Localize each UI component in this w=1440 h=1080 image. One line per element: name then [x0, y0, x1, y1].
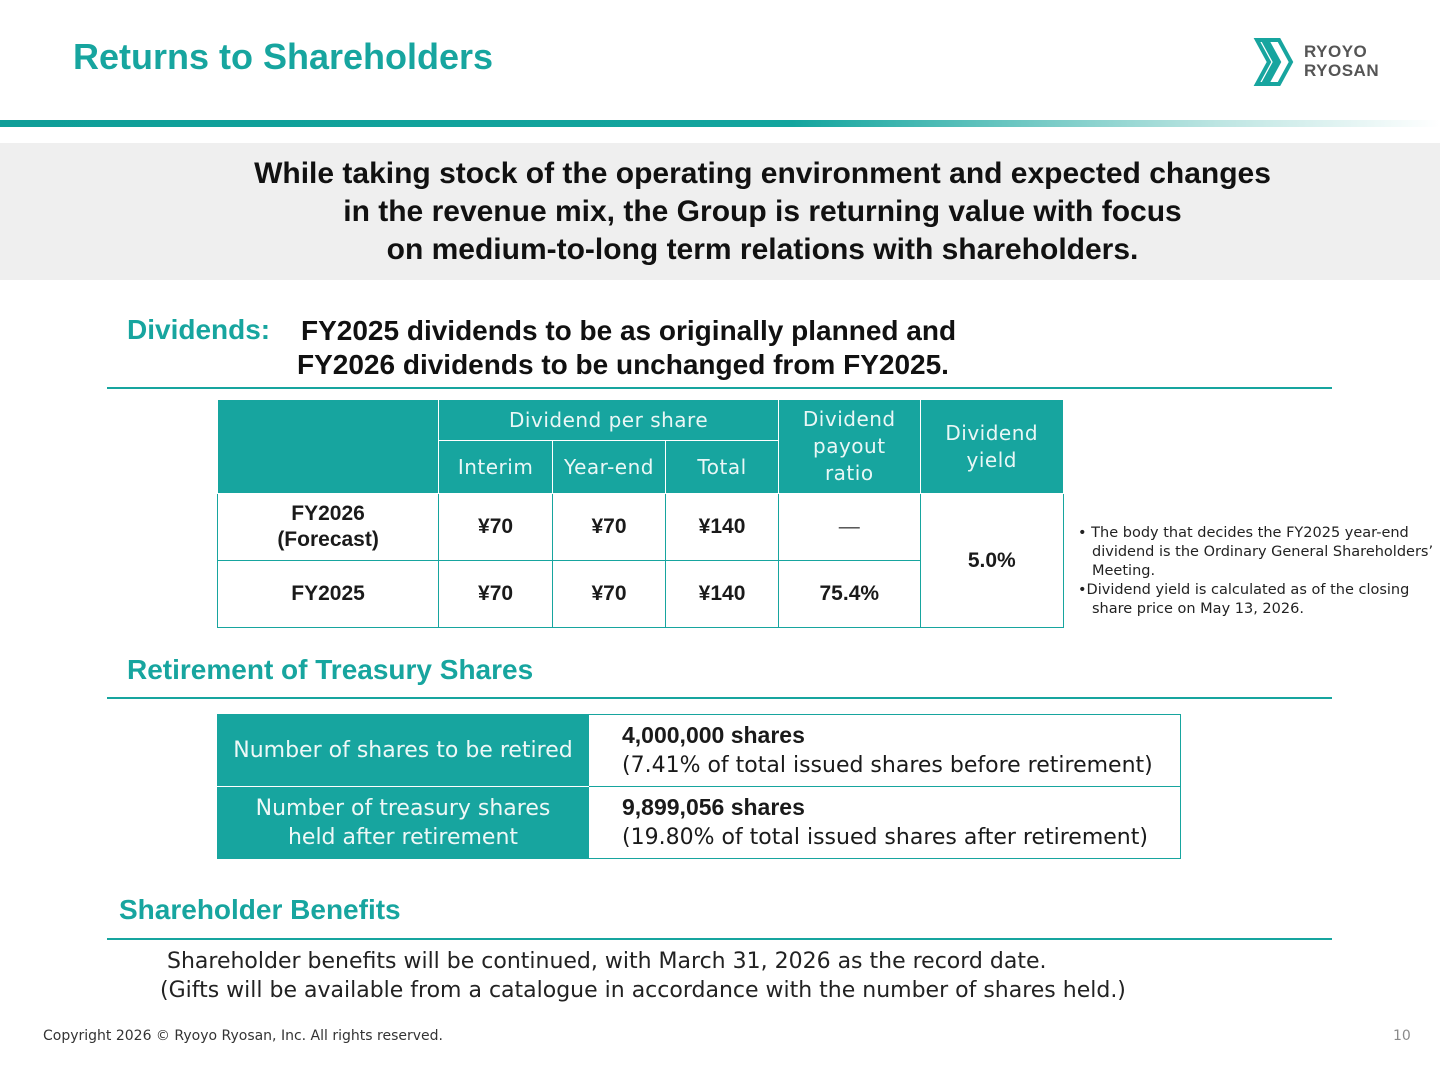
col-year-end: Year-end [551, 440, 667, 494]
shares-detail: (7.41% of total issued shares before ret… [622, 753, 1153, 778]
retirement-label: Retirement of Treasury Shares [127, 654, 534, 685]
cell-total: ¥140 [665, 493, 780, 561]
logo-line-2: RYOSAN [1304, 61, 1380, 80]
col-payout-ratio: Dividend payout ratio [778, 399, 921, 494]
note-item: • The body that decides the FY2025 year-… [1078, 525, 1434, 579]
shares-count: 9,899,056 shares [622, 794, 805, 820]
cell-payout: 75.4% [778, 560, 921, 628]
note-item: •Dividend yield is calculated as of the … [1078, 582, 1410, 617]
row-header-line-2: held after retirement [287, 824, 519, 850]
banner-line-1: While taking stock of the operating envi… [254, 157, 1271, 190]
copyright: Copyright 2026 © Ryoyo Ryosan, Inc. All … [43, 1028, 443, 1044]
message-banner [0, 143, 1440, 280]
dividends-rule [107, 387, 1332, 389]
cell-payout: — [778, 493, 921, 561]
benefits-label: Shareholder Benefits [119, 894, 401, 925]
dividends-headline-1: FY2025 dividends to be as originally pla… [301, 315, 957, 346]
col-interim: Interim [438, 440, 553, 494]
header-gradient-rule [0, 120, 1440, 127]
row-header-line-1: Number of treasury shares [255, 795, 551, 821]
retirement-table: Number of shares to be retired 4,000,000… [217, 714, 1181, 859]
row-label-line-2: (Forecast) [277, 528, 379, 551]
cell-total: ¥140 [665, 560, 780, 628]
banner-line-2: in the revenue mix, the Group is returni… [343, 195, 1182, 228]
banner-message: While taking stock of the operating envi… [140, 155, 1385, 269]
benefits-line-1: Shareholder benefits will be continued, … [167, 949, 1047, 974]
page-number: 10 [1393, 1028, 1411, 1044]
col-dividend-per-share: Dividend per share [438, 399, 780, 441]
table-row: Number of treasury shares held after ret… [217, 786, 1181, 859]
dividends-label: Dividends: [127, 314, 271, 345]
page-title: Returns to Shareholders [73, 36, 494, 77]
row-value: 9,899,056 shares (19.80% of total issued… [588, 786, 1181, 859]
row-header: Number of shares to be retired [217, 714, 589, 787]
cell-yield: 5.0% [919, 493, 1065, 628]
row-label: FY2025 [216, 560, 440, 628]
logo-line-1: RYOYO [1304, 42, 1368, 61]
payout-header-3: ratio [824, 461, 874, 485]
table-corner [216, 399, 440, 494]
table-row: FY2026 (Forecast) ¥70 ¥70 ¥140 — 5.0% [216, 493, 1065, 628]
yield-header-1: Dividend [945, 420, 1039, 445]
payout-header-2: payout [813, 434, 886, 458]
row-label: FY2026 (Forecast) [216, 493, 440, 561]
logo-wordmark: RYOYO RYOSAN [1304, 42, 1379, 80]
dividends-headline: FY2025 dividends to be as originally pla… [297, 314, 956, 382]
retirement-rule [107, 697, 1332, 699]
cell-interim: ¥70 [438, 493, 553, 561]
benefits-text: Shareholder benefits will be continued, … [160, 947, 1126, 1005]
benefits-line-2: (Gifts will be available from a catalogu… [160, 978, 1126, 1003]
cell-year-end: ¥70 [551, 493, 667, 561]
banner-line-3: on medium-to-long term relations with sh… [386, 233, 1139, 266]
dividend-table: Dividend per share Dividend payout ratio… [216, 399, 1065, 628]
payout-header-1: Dividend [802, 407, 896, 431]
dividend-notes: • The body that decides the FY2025 year-… [1075, 524, 1435, 619]
shares-detail: (19.80% of total issued shares after ret… [622, 825, 1148, 850]
row-value: 4,000,000 shares (7.41% of total issued … [588, 714, 1181, 787]
col-dividend-yield: Dividend yield [919, 399, 1065, 494]
dividends-headline-2: FY2026 dividends to be unchanged from FY… [297, 349, 949, 380]
yield-header-2: yield [966, 447, 1017, 472]
cell-interim: ¥70 [438, 560, 553, 628]
row-header: Number of treasury shares held after ret… [217, 786, 589, 859]
benefits-rule [107, 938, 1332, 940]
row-label-line-1: FY2026 [291, 502, 365, 525]
table-row: FY2025 ¥70 ¥70 ¥140 75.4% [216, 560, 1064, 628]
table-row: Number of shares to be retired 4,000,000… [217, 714, 1181, 787]
cell-year-end: ¥70 [551, 560, 667, 628]
company-logo-icon [1253, 38, 1294, 86]
col-total: Total [665, 440, 780, 494]
shares-count: 4,000,000 shares [622, 722, 805, 748]
